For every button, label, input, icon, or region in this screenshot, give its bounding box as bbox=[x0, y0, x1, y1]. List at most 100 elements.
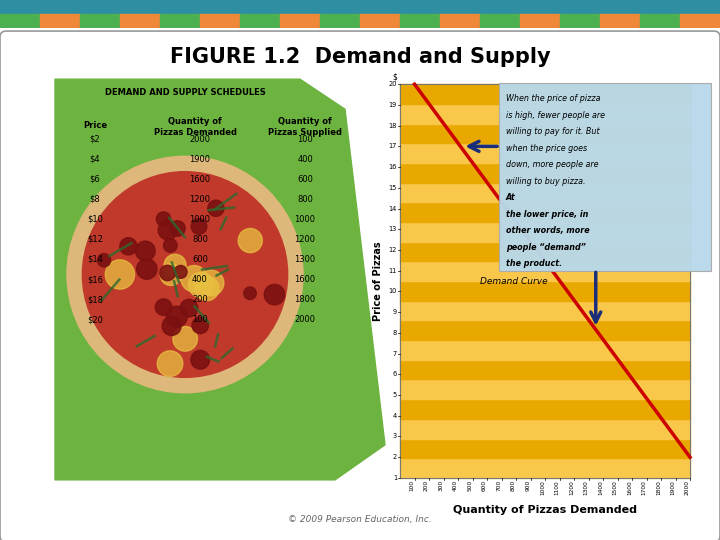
Bar bbox=[480, 14, 520, 28]
Text: 5: 5 bbox=[392, 392, 397, 398]
Bar bbox=[400, 222, 690, 242]
Circle shape bbox=[82, 172, 288, 377]
Circle shape bbox=[156, 212, 171, 226]
Circle shape bbox=[174, 266, 187, 279]
Circle shape bbox=[157, 351, 183, 376]
Bar bbox=[400, 458, 690, 478]
Bar bbox=[400, 104, 690, 124]
Text: 1000: 1000 bbox=[189, 215, 210, 224]
Circle shape bbox=[173, 327, 197, 351]
Text: down, more people are: down, more people are bbox=[506, 160, 598, 170]
Text: $6: $6 bbox=[89, 175, 100, 184]
Bar bbox=[120, 14, 160, 28]
Bar bbox=[240, 14, 280, 28]
Text: FIGURE 1.2  Demand and Supply: FIGURE 1.2 Demand and Supply bbox=[170, 47, 550, 67]
Circle shape bbox=[208, 200, 224, 217]
Text: 1800: 1800 bbox=[656, 480, 661, 495]
Text: 600: 600 bbox=[192, 255, 208, 264]
Text: DEMAND AND SUPPLY SCHEDULES: DEMAND AND SUPPLY SCHEDULES bbox=[104, 87, 266, 97]
Bar bbox=[400, 261, 690, 281]
Text: 19: 19 bbox=[389, 102, 397, 108]
Text: 100: 100 bbox=[410, 480, 415, 491]
Text: 700: 700 bbox=[497, 480, 502, 491]
Circle shape bbox=[105, 260, 135, 289]
Text: 500: 500 bbox=[467, 480, 472, 491]
Text: 3: 3 bbox=[393, 434, 397, 440]
Text: 15: 15 bbox=[389, 185, 397, 191]
Text: 400: 400 bbox=[453, 480, 458, 491]
FancyBboxPatch shape bbox=[499, 83, 711, 271]
Circle shape bbox=[163, 239, 177, 252]
Circle shape bbox=[162, 316, 181, 335]
Bar bbox=[400, 438, 690, 458]
Text: 11: 11 bbox=[389, 268, 397, 274]
Circle shape bbox=[137, 259, 157, 279]
Circle shape bbox=[160, 264, 182, 286]
Text: 1300: 1300 bbox=[294, 255, 315, 264]
Text: 1100: 1100 bbox=[554, 480, 559, 495]
Text: 12: 12 bbox=[389, 247, 397, 253]
Circle shape bbox=[180, 299, 198, 317]
Circle shape bbox=[120, 238, 137, 255]
Circle shape bbox=[160, 265, 175, 281]
Bar bbox=[360, 14, 400, 28]
Circle shape bbox=[181, 266, 207, 292]
Text: 800: 800 bbox=[192, 235, 208, 244]
Circle shape bbox=[135, 241, 156, 261]
Circle shape bbox=[238, 228, 262, 253]
Text: 900: 900 bbox=[526, 480, 531, 491]
Text: 1000: 1000 bbox=[540, 480, 545, 495]
Bar bbox=[400, 320, 690, 340]
Bar bbox=[400, 360, 690, 380]
Text: when the price goes: when the price goes bbox=[506, 144, 587, 153]
Bar bbox=[400, 84, 690, 478]
Circle shape bbox=[244, 287, 256, 300]
Bar bbox=[40, 14, 80, 28]
Text: 8: 8 bbox=[392, 330, 397, 336]
Bar bbox=[160, 14, 200, 28]
Text: $14: $14 bbox=[87, 255, 103, 264]
Polygon shape bbox=[55, 79, 385, 480]
Text: people “demand”: people “demand” bbox=[506, 243, 586, 252]
Text: Demand Curve: Demand Curve bbox=[480, 276, 547, 286]
Circle shape bbox=[192, 317, 209, 334]
Bar bbox=[400, 242, 690, 261]
Text: willing to buy pizza.: willing to buy pizza. bbox=[506, 177, 585, 186]
Text: $10: $10 bbox=[87, 215, 103, 224]
Text: 14: 14 bbox=[389, 206, 397, 212]
Bar bbox=[600, 14, 640, 28]
Text: $18: $18 bbox=[87, 295, 103, 304]
Text: Price: Price bbox=[83, 122, 107, 130]
Text: 300: 300 bbox=[438, 480, 444, 491]
Circle shape bbox=[164, 254, 186, 276]
Bar bbox=[560, 14, 600, 28]
Bar bbox=[280, 14, 320, 28]
Text: 200: 200 bbox=[424, 480, 429, 491]
Text: 1200: 1200 bbox=[189, 195, 210, 204]
Text: 1200: 1200 bbox=[294, 235, 315, 244]
Text: the product.: the product. bbox=[506, 260, 562, 268]
Bar bbox=[400, 84, 690, 104]
Text: 1700: 1700 bbox=[642, 480, 647, 495]
Text: Price of Pizzas: Price of Pizzas bbox=[373, 241, 383, 321]
Bar bbox=[400, 380, 690, 399]
Text: 16: 16 bbox=[389, 164, 397, 170]
Circle shape bbox=[194, 276, 219, 301]
Text: 1800: 1800 bbox=[294, 295, 315, 304]
Bar bbox=[400, 281, 690, 301]
Text: other words, more: other words, more bbox=[506, 226, 590, 235]
Text: 2000: 2000 bbox=[294, 315, 315, 324]
Text: 1000: 1000 bbox=[294, 215, 315, 224]
Bar bbox=[0, 14, 40, 28]
Bar bbox=[80, 14, 120, 28]
Text: Quantity of
Pizzas Supplied: Quantity of Pizzas Supplied bbox=[268, 117, 342, 137]
Bar bbox=[200, 14, 240, 28]
Circle shape bbox=[67, 156, 303, 393]
Text: $4: $4 bbox=[90, 155, 100, 164]
Text: 6: 6 bbox=[392, 372, 397, 377]
Text: 1600: 1600 bbox=[294, 275, 315, 284]
Circle shape bbox=[158, 220, 178, 240]
Text: is high, fewer people are: is high, fewer people are bbox=[506, 111, 605, 120]
Bar bbox=[400, 183, 690, 202]
Text: 100: 100 bbox=[297, 135, 313, 144]
